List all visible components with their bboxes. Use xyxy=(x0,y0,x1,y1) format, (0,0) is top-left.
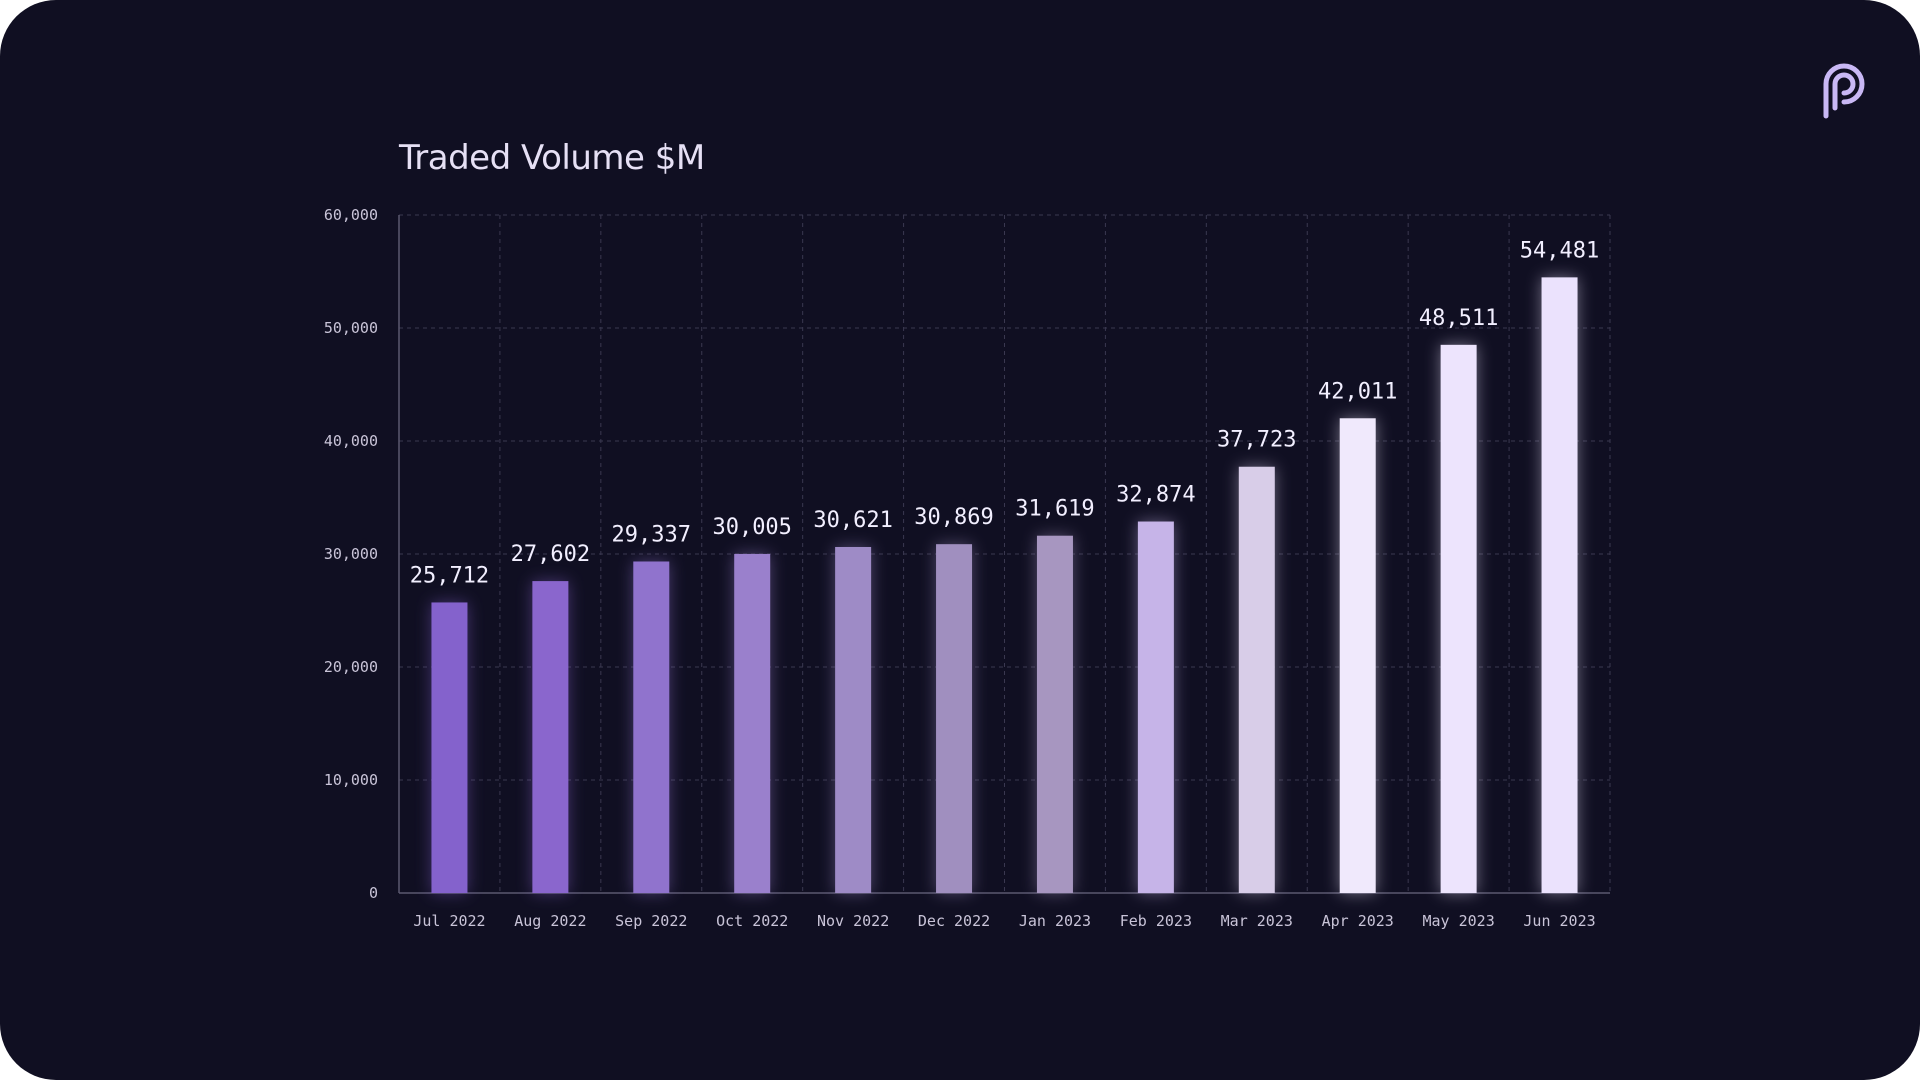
x-tick-label: Nov 2022 xyxy=(817,912,889,930)
y-tick-label: 20,000 xyxy=(324,658,378,676)
y-tick-label: 10,000 xyxy=(324,771,378,789)
x-tick-label: Dec 2022 xyxy=(918,912,990,930)
y-tick-label: 40,000 xyxy=(324,432,378,450)
bar-value-label: 27,602 xyxy=(511,542,590,567)
bar-value-label: 30,621 xyxy=(813,508,892,533)
bar-value-label: 25,712 xyxy=(410,563,489,588)
bar xyxy=(1036,535,1073,893)
x-tick-label: Oct 2022 xyxy=(716,912,788,930)
y-tick-label: 30,000 xyxy=(324,545,378,563)
x-tick-label: Jun 2023 xyxy=(1523,912,1595,930)
x-tick-label: Mar 2023 xyxy=(1221,912,1293,930)
bar xyxy=(1440,344,1477,894)
bar-value-label: 30,869 xyxy=(914,505,993,530)
x-tick-label: Apr 2023 xyxy=(1322,912,1394,930)
bar xyxy=(835,546,872,893)
bar-value-label: 54,481 xyxy=(1520,238,1599,263)
bar xyxy=(633,561,670,893)
bar-value-label: 32,874 xyxy=(1116,483,1195,508)
x-tick-label: Jan 2023 xyxy=(1019,912,1091,930)
bar xyxy=(1541,277,1578,893)
bar xyxy=(431,602,468,893)
x-tick-label: Jul 2022 xyxy=(413,912,485,930)
y-tick-label: 50,000 xyxy=(324,319,378,337)
bar xyxy=(1137,521,1174,893)
chart-title: Traded Volume $M xyxy=(399,138,705,178)
bar-value-label: 42,011 xyxy=(1318,379,1397,404)
bar-value-label: 30,005 xyxy=(712,515,791,540)
bar xyxy=(936,544,973,893)
bar-value-label: 29,337 xyxy=(612,522,691,547)
bar-value-label: 48,511 xyxy=(1419,306,1498,331)
x-tick-label: Sep 2022 xyxy=(615,912,687,930)
y-tick-label: 0 xyxy=(369,884,378,902)
y-tick-label: 60,000 xyxy=(324,206,378,224)
bar xyxy=(1238,466,1275,893)
bar-value-label: 37,723 xyxy=(1217,428,1296,453)
x-tick-label: Aug 2022 xyxy=(514,912,586,930)
bar xyxy=(734,553,771,893)
pyth-logo-icon xyxy=(1823,63,1865,119)
bar xyxy=(1339,418,1376,893)
bar-value-label: 31,619 xyxy=(1015,497,1094,522)
bar xyxy=(532,581,569,893)
x-tick-label: Feb 2023 xyxy=(1120,912,1192,930)
x-tick-label: May 2023 xyxy=(1423,912,1495,930)
